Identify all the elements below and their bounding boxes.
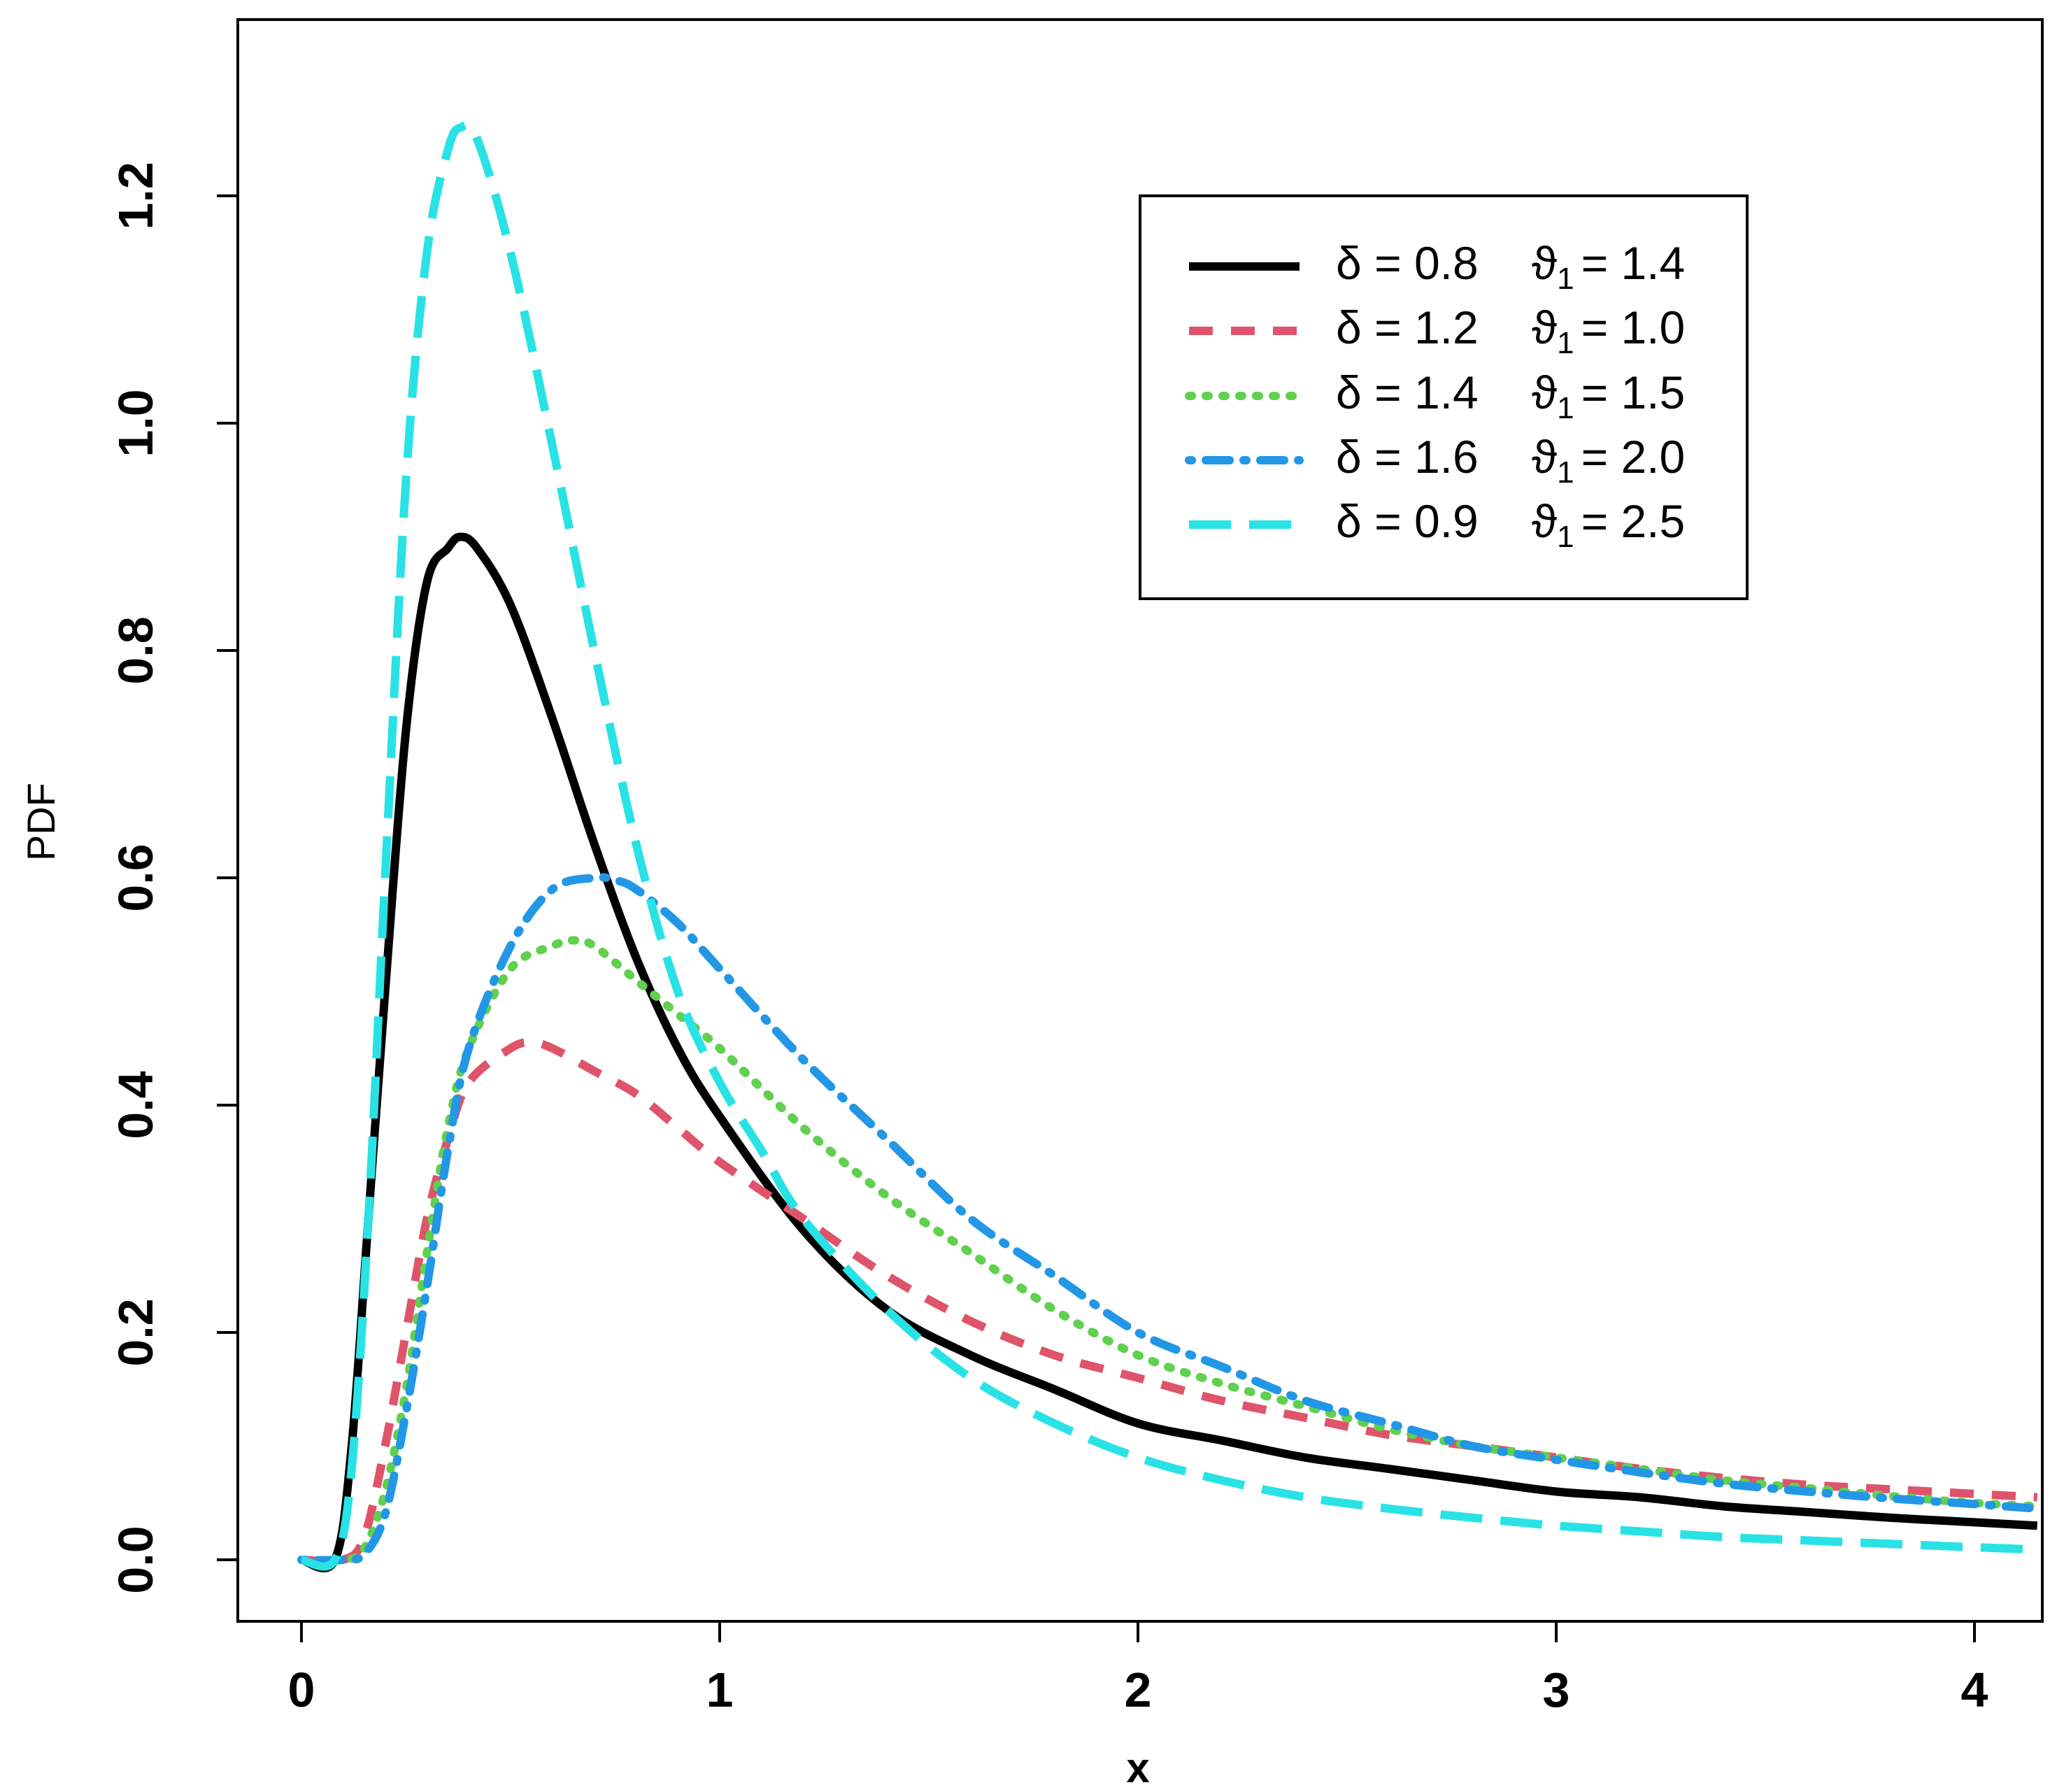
- legend-delta: δ = 0.8: [1336, 237, 1479, 289]
- legend-theta-value: = 1.5: [1581, 367, 1686, 418]
- legend-theta-subscript: 1: [1557, 520, 1574, 554]
- x-tick-label: 2: [1125, 1663, 1152, 1717]
- legend-theta-value: = 2.0: [1581, 431, 1686, 483]
- y-axis: 0.0 0.2 0.4 0.6 0.8 1.0 1.2 PDF: [19, 162, 239, 1594]
- legend-theta-subscript: 1: [1557, 326, 1574, 360]
- y-tick-label: 0.0: [108, 1526, 163, 1593]
- legend-theta: ϑ1 = 1.5: [1532, 367, 1685, 425]
- legend-delta: δ = 1.4: [1336, 367, 1479, 418]
- x-axis: 0 1 2 3 4 x: [288, 1620, 1988, 1791]
- x-tick-label: 0: [288, 1663, 315, 1717]
- legend-theta-subscript: 1: [1557, 262, 1574, 296]
- x-tick-label: 3: [1543, 1663, 1570, 1717]
- y-axis-title: PDF: [19, 783, 63, 861]
- y-tick-label: 1.0: [108, 389, 163, 457]
- legend-theta-subscript: 1: [1557, 391, 1574, 425]
- legend-theta-value: = 1.0: [1581, 301, 1686, 353]
- legend-theta: ϑ1 = 2.5: [1532, 495, 1685, 554]
- y-tick-label: 0.8: [108, 616, 163, 684]
- curves: [297, 120, 2042, 1572]
- legend-theta: ϑ1 = 1.0: [1532, 301, 1685, 360]
- legend-theta-value: = 1.4: [1581, 237, 1686, 289]
- legend-theta-symbol: ϑ: [1532, 237, 1557, 289]
- series-line-2: [301, 1038, 2038, 1566]
- y-tick-label: 0.6: [108, 844, 163, 911]
- legend-swatches: [1185, 262, 1304, 529]
- legend-delta: δ = 0.9: [1336, 495, 1479, 547]
- legend-entry: δ = 0.9 ϑ1 = 2.5: [1336, 495, 1685, 554]
- legend-theta-symbol: ϑ: [1532, 301, 1557, 353]
- x-tick-label: 1: [706, 1663, 734, 1717]
- y-tick-label: 0.4: [108, 1071, 163, 1139]
- legend-entry: δ = 0.8 ϑ1 = 1.4: [1336, 237, 1685, 296]
- x-axis-title: x: [1126, 1744, 1149, 1791]
- legend-theta-symbol: ϑ: [1532, 367, 1557, 418]
- series-line-3: [297, 936, 2042, 1565]
- legend-entry: δ = 1.4 ϑ1 = 1.5: [1336, 367, 1685, 425]
- series-line-1: [300, 532, 2038, 1572]
- series-line-5: [300, 120, 2037, 1571]
- legend-entry: δ = 1.6 ϑ1 = 2.0: [1336, 431, 1685, 490]
- x-tick-label: 4: [1961, 1663, 1988, 1717]
- legend-theta-value: = 2.5: [1581, 495, 1686, 547]
- legend-entry: δ = 1.2 ϑ1 = 1.0: [1336, 301, 1685, 360]
- legend-theta: ϑ1 = 2.0: [1532, 431, 1685, 490]
- series-line-4: [297, 873, 2042, 1565]
- legend: δ = 0.8 ϑ1 = 1.4 δ = 1.2 ϑ1 = 1.0 δ = 1.4 …: [1139, 194, 1749, 600]
- legend-delta: δ = 1.2: [1336, 301, 1479, 353]
- y-tick-label: 1.2: [108, 162, 163, 229]
- legend-theta-symbol: ϑ: [1532, 495, 1557, 547]
- legend-theta-subscript: 1: [1557, 455, 1574, 490]
- legend-delta: δ = 1.6: [1336, 431, 1479, 483]
- y-tick-label: 0.2: [108, 1298, 163, 1366]
- legend-theta: ϑ1 = 1.4: [1532, 237, 1685, 296]
- legend-theta-symbol: ϑ: [1532, 431, 1557, 483]
